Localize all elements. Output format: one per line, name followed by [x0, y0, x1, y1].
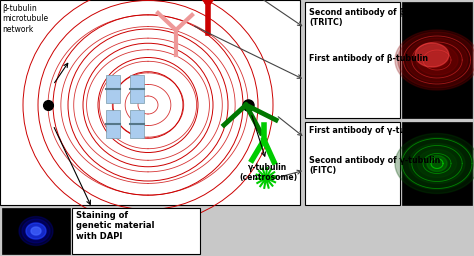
Polygon shape — [26, 223, 46, 239]
Text: γ-tubulin
(centrosome): γ-tubulin (centrosome) — [239, 163, 297, 182]
Polygon shape — [22, 219, 50, 243]
Bar — [305, 122, 400, 205]
Bar — [72, 208, 200, 254]
Bar — [402, 122, 472, 205]
Bar — [130, 110, 144, 138]
Bar — [2, 208, 70, 254]
Polygon shape — [427, 155, 447, 172]
Polygon shape — [426, 52, 448, 68]
Bar — [106, 110, 120, 138]
Polygon shape — [401, 137, 474, 189]
Polygon shape — [406, 38, 468, 82]
Polygon shape — [31, 227, 41, 235]
Bar — [130, 75, 144, 103]
Text: Staining of
genetic material
with DAPI: Staining of genetic material with DAPI — [76, 211, 155, 241]
Polygon shape — [30, 226, 42, 236]
Text: First antibody of γ-tubulin: First antibody of γ-tubulin — [309, 126, 428, 135]
Text: β-tubulin
microtubule
network: β-tubulin microtubule network — [2, 4, 48, 34]
Polygon shape — [416, 45, 458, 75]
Polygon shape — [395, 133, 474, 194]
Polygon shape — [19, 217, 53, 246]
Text: First antibody of β-tubulin: First antibody of β-tubulin — [309, 54, 428, 63]
Polygon shape — [426, 155, 448, 172]
Text: Second antibody of β-tubulin
(TRITC): Second antibody of β-tubulin (TRITC) — [309, 8, 441, 27]
Polygon shape — [398, 32, 474, 88]
Text: Second antibody of γ-tubulin
(FITC): Second antibody of γ-tubulin (FITC) — [309, 156, 440, 175]
Polygon shape — [415, 43, 449, 67]
Polygon shape — [418, 150, 456, 177]
Bar — [402, 2, 472, 118]
Bar — [0, 0, 300, 205]
Polygon shape — [26, 222, 46, 240]
Polygon shape — [395, 30, 474, 90]
Bar — [106, 75, 120, 103]
Polygon shape — [409, 144, 465, 184]
Bar — [305, 2, 400, 118]
